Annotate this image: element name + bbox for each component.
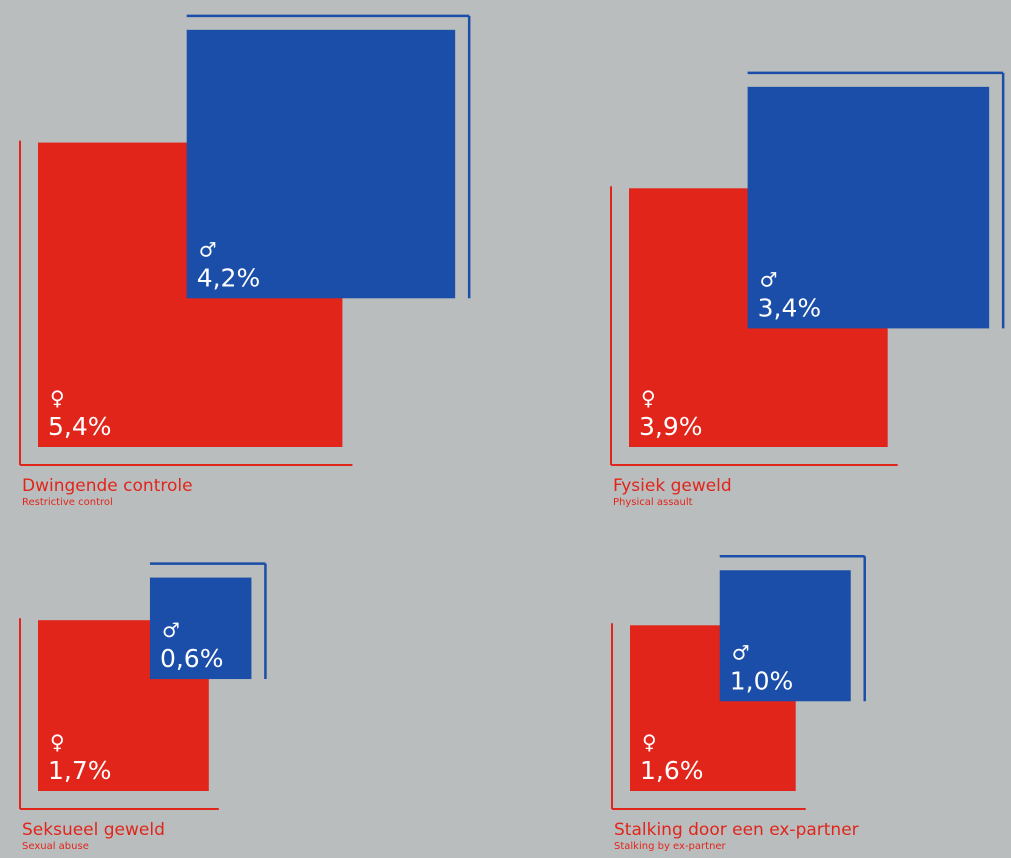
- male-symbol: ♂: [732, 640, 750, 664]
- panel-subtitle: Stalking by ex-partner: [614, 841, 727, 852]
- panel-title: Dwingende controle: [22, 476, 193, 496]
- panel-title: Seksueel geweld: [22, 820, 165, 840]
- male-square: [186, 29, 456, 299]
- male-value-label: 0,6%: [160, 644, 224, 673]
- male-symbol: ♂: [199, 237, 217, 261]
- male-value-label: 4,2%: [197, 263, 261, 292]
- panel-title: Stalking door een ex-partner: [614, 820, 859, 840]
- panel-subtitle: Physical assault: [613, 497, 693, 508]
- female-value-label: 5,4%: [48, 412, 112, 441]
- female-value-label: 3,9%: [639, 412, 703, 441]
- panel-subtitle: Restrictive control: [22, 497, 113, 508]
- female-symbol: ♀: [50, 386, 65, 410]
- male-symbol: ♂: [760, 267, 778, 291]
- panel-title: Fysiek geweld: [613, 476, 732, 496]
- male-value-label: 3,4%: [758, 293, 822, 322]
- male-value-label: 1,0%: [730, 666, 794, 695]
- male-square: [747, 86, 990, 329]
- female-value-label: 1,6%: [640, 756, 704, 785]
- female-symbol: ♀: [641, 386, 656, 410]
- female-value-label: 1,7%: [48, 756, 112, 785]
- male-symbol: ♂: [162, 618, 180, 642]
- panel-subtitle: Sexual abuse: [22, 841, 89, 852]
- female-symbol: ♀: [50, 730, 65, 754]
- male-square: [149, 577, 252, 680]
- female-symbol: ♀: [642, 730, 657, 754]
- male-square: [719, 570, 851, 702]
